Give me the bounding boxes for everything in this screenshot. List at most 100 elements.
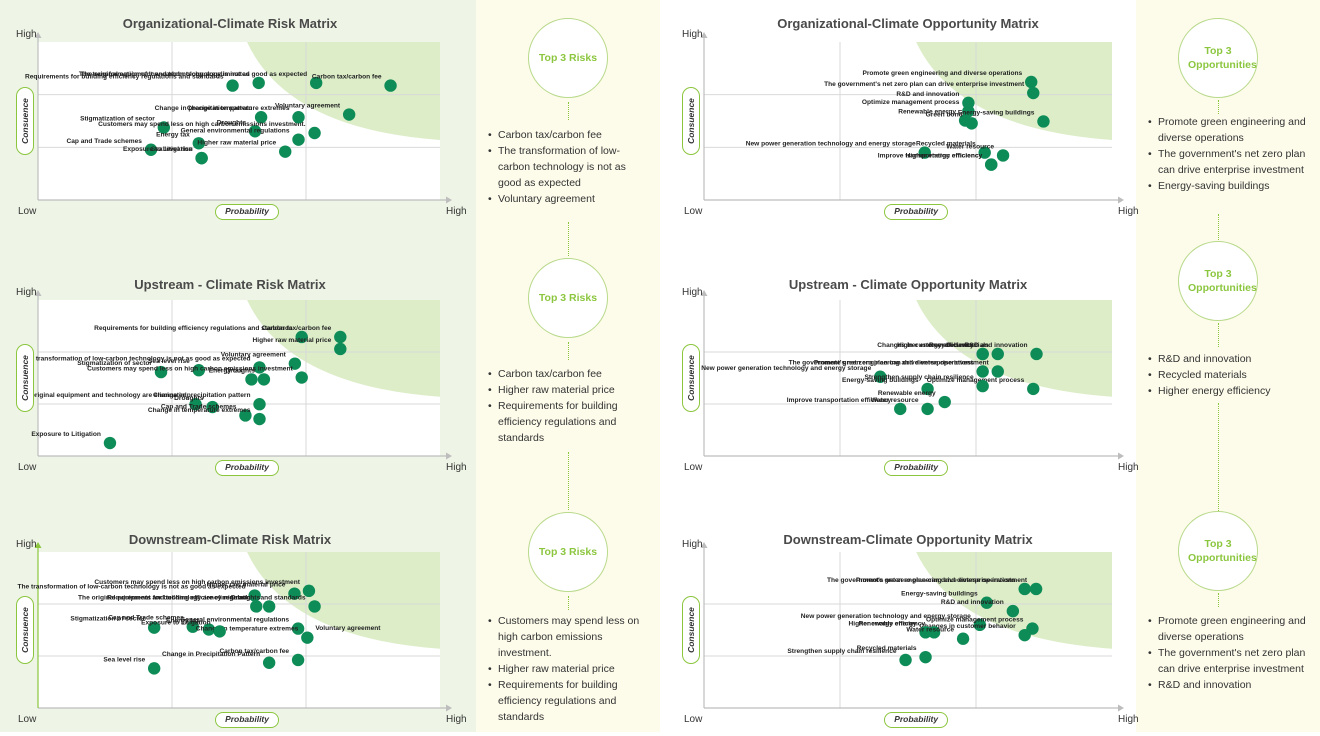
- risk-point[interactable]: The government's net zero plan can drive…: [827, 577, 1043, 596]
- risk-point[interactable]: Customers may spend less on high carbon …: [87, 366, 308, 384]
- risk-point[interactable]: General environmental regulations: [180, 617, 305, 635]
- risk-point[interactable]: Exposure to Litigation: [141, 619, 226, 638]
- point-dot: [919, 626, 932, 639]
- point-label: Energy tax: [209, 367, 243, 374]
- risk-point[interactable]: Requirements for building efficiency reg…: [25, 74, 239, 92]
- list-item: Higher raw material price: [488, 382, 648, 398]
- risk-point[interactable]: Higher energy efficiency: [906, 153, 998, 171]
- risk-point[interactable]: Customers may spend less on high carbon …: [94, 579, 316, 598]
- risk-point[interactable]: Recycled materials: [929, 342, 1004, 361]
- risk-point[interactable]: Energy-saving buildings: [842, 377, 934, 396]
- risk-point[interactable]: Changes in customer behavior: [919, 623, 1031, 642]
- risk-point[interactable]: Strengthen supply chain resilience: [787, 648, 912, 667]
- risk-point[interactable]: Higher raw material price: [253, 337, 347, 356]
- risk-point[interactable]: Higher raw material price: [197, 140, 292, 158]
- risk-point[interactable]: Energy tax: [209, 367, 258, 386]
- risk-point[interactable]: Optimize management process: [927, 377, 1040, 396]
- point-label: The government's net zero plan can drive…: [824, 81, 1025, 88]
- risk-point[interactable]: Customers may spend less on high carbon …: [98, 121, 321, 140]
- risk-point[interactable]: Cap and Trade schemes: [66, 138, 158, 156]
- point-dot: [976, 365, 989, 378]
- risk-point[interactable]: The transformation of low-carbon technol…: [79, 71, 323, 90]
- risk-point[interactable]: Recycled materials: [857, 645, 932, 664]
- list-item: R&D and innovation: [1148, 351, 1308, 367]
- point-label: R&D and innovation: [965, 342, 1028, 349]
- risk-point[interactable]: General environmental regulations: [181, 128, 305, 146]
- point-label: Customers may spend less on high carbon …: [87, 366, 293, 373]
- point-dot: [927, 626, 941, 639]
- risk-point[interactable]: Changes in customer behavior: [877, 342, 989, 361]
- risk-point[interactable]: Energy tax: [166, 618, 216, 636]
- risk-point[interactable]: R&D and innovation: [941, 599, 1020, 618]
- risk-point[interactable]: Higher energy efficiency: [849, 620, 941, 639]
- risk-point[interactable]: Cap and Trade schemes: [161, 403, 252, 422]
- risk-point[interactable]: Droughts: [174, 395, 219, 414]
- risk-point[interactable]: Cap and Trade schemes: [108, 615, 199, 633]
- point-dot: [279, 145, 292, 158]
- risk-point[interactable]: Optimize management process: [862, 99, 975, 118]
- risk-point[interactable]: Exposure to Litigation: [31, 431, 117, 450]
- point-label: Change in temperature extremes: [187, 105, 290, 112]
- risk-point[interactable]: Droughts: [231, 594, 276, 613]
- risk-point[interactable]: Carbon tax/carbon fee: [262, 325, 347, 344]
- risk-point[interactable]: The original equipment and technology ar…: [78, 594, 263, 613]
- risk-point[interactable]: Change in precipitation pattern: [153, 392, 266, 411]
- point-label: R&D and innovation: [941, 599, 1004, 606]
- risk-point[interactable]: Promote green engineering and diverse op…: [814, 359, 989, 378]
- risk-point[interactable]: Voluntary agreement: [221, 352, 302, 370]
- risk-point[interactable]: Exposure to Litigation: [123, 146, 208, 165]
- point-dot: [1018, 582, 1031, 596]
- risk-point[interactable]: Droughts: [226, 367, 271, 386]
- risk-point[interactable]: Carbon tax/carbon fee: [219, 648, 305, 667]
- risk-point[interactable]: New power generation technology and ener…: [801, 613, 987, 632]
- list-item: Promote green engineering and diverse op…: [1148, 114, 1308, 146]
- risk-point[interactable]: Water resource: [946, 143, 1010, 162]
- risk-point[interactable]: Strengthen supply chain resilience: [864, 374, 989, 393]
- risk-point[interactable]: R&D and innovation: [965, 342, 1043, 361]
- risk-point[interactable]: Stigmatization of sector: [77, 360, 168, 379]
- risk-point[interactable]: Energy-saving buildings: [958, 109, 1050, 128]
- risk-point[interactable]: Change in precipitation pattern: [155, 105, 268, 124]
- risk-point[interactable]: Stigmatization of sector: [80, 115, 171, 134]
- risk-point[interactable]: Stigmatization of sector: [70, 616, 161, 634]
- risk-point[interactable]: New power generation technology and ener…: [746, 141, 931, 159]
- risk-point[interactable]: Water resource: [906, 627, 970, 645]
- risk-point[interactable]: The government's net zero plan can drive…: [789, 359, 1004, 378]
- risk-point[interactable]: Green bond: [926, 111, 978, 130]
- risk-point[interactable]: Energy-saving buildings: [901, 591, 993, 609]
- risk-point[interactable]: Recycled materials: [916, 141, 991, 159]
- risk-point[interactable]: Promote green engineering and diverse op…: [856, 577, 1031, 596]
- risk-point[interactable]: Water resource: [871, 397, 934, 416]
- risk-point[interactable]: Requirements for building efficiency reg…: [94, 325, 308, 344]
- y-axis-title: Consuence: [16, 344, 34, 412]
- risk-point[interactable]: New power generation technology and ener…: [701, 365, 887, 383]
- risk-point[interactable]: Droughts: [217, 119, 262, 138]
- x-low-label: Low: [684, 206, 703, 217]
- risk-point[interactable]: Sea level rise: [148, 358, 205, 377]
- point-label: Optimize management process: [862, 99, 960, 106]
- risk-point[interactable]: Change in temperature extremes: [187, 105, 305, 124]
- risk-point[interactable]: Renewable energy: [878, 390, 951, 409]
- risk-point[interactable]: The government's net zero plan can drive…: [824, 81, 1040, 100]
- risk-point[interactable]: The transformation of low-carbon technol…: [22, 355, 266, 374]
- risk-point[interactable]: Energy tax: [156, 131, 205, 150]
- risk-point[interactable]: The original equipment and technology ar…: [17, 392, 202, 411]
- risk-point[interactable]: Change in temperature extremes: [196, 626, 314, 644]
- risk-point[interactable]: Higher raw material price: [207, 582, 301, 600]
- risk-point[interactable]: Renewable energy: [859, 620, 932, 639]
- x-axis-title: Probability: [884, 460, 949, 476]
- risk-point[interactable]: Change in temperature extremes: [148, 407, 266, 426]
- risk-point[interactable]: The transformation of low-carbon technol…: [17, 584, 261, 602]
- x-axis-title: Probability: [215, 712, 280, 728]
- top3-opportunities-list: Promote green engineering and diverse op…: [1148, 613, 1308, 693]
- risk-point[interactable]: Carbon tax/carbon fee: [312, 74, 397, 92]
- point-label: Change in temperature extremes: [196, 626, 299, 633]
- risk-point[interactable]: Sea level rise: [103, 656, 161, 675]
- risk-point[interactable]: Improve transportation efficiency: [787, 397, 907, 416]
- risk-point[interactable]: Change in Precipitation Pattern: [162, 651, 276, 669]
- risk-point[interactable]: Promote green engineering and diverse op…: [862, 70, 1038, 89]
- risk-point[interactable]: Requirements for building efficiency reg…: [107, 594, 321, 613]
- risk-point[interactable]: Voluntary agreement: [275, 103, 356, 121]
- risk-point[interactable]: The original equipment and technology ar…: [80, 71, 265, 90]
